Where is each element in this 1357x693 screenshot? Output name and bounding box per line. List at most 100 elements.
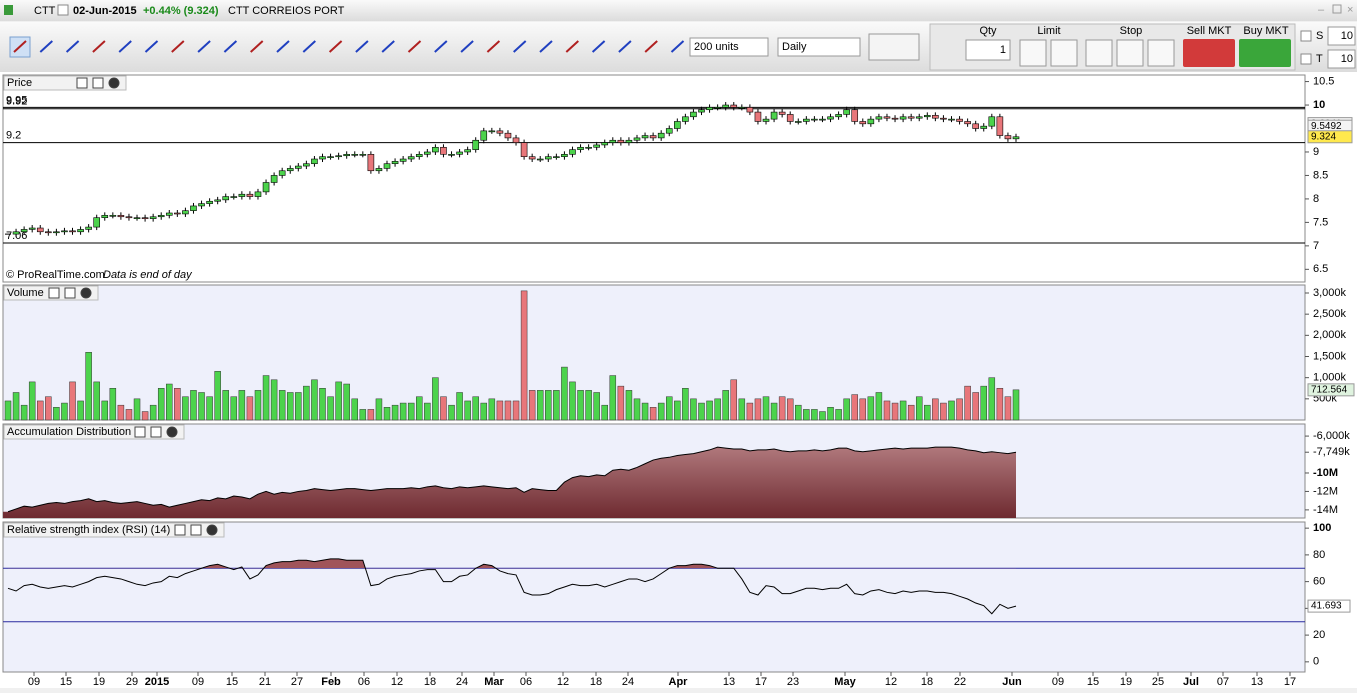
candle xyxy=(835,114,842,118)
stop-3[interactable] xyxy=(1147,39,1175,67)
stop-2[interactable] xyxy=(1116,39,1144,67)
volume-bar xyxy=(545,390,552,421)
panel-icon[interactable] xyxy=(190,524,202,536)
x-tick-label: 29 xyxy=(126,676,138,688)
tool-icon xyxy=(565,40,579,53)
qty-input[interactable] xyxy=(965,39,1011,61)
panel-icon[interactable] xyxy=(174,524,186,536)
panel-icon[interactable] xyxy=(206,524,218,536)
tool-icon xyxy=(302,40,316,53)
tool-icon xyxy=(513,40,527,53)
stop-1[interactable] xyxy=(1085,39,1113,67)
volume-bar xyxy=(706,400,713,421)
candle xyxy=(907,116,915,119)
s-input[interactable] xyxy=(1327,26,1356,46)
panel-icon[interactable] xyxy=(108,77,120,89)
volume-bar xyxy=(891,402,899,421)
panel-icon[interactable] xyxy=(150,426,162,438)
ad-line xyxy=(7,446,1017,513)
volume-bar xyxy=(359,409,367,421)
volume-bar xyxy=(28,381,36,421)
volume-bar xyxy=(520,290,528,421)
candle xyxy=(843,109,850,115)
limit-buy[interactable] xyxy=(1050,39,1078,67)
y-tick-label: 8 xyxy=(1313,193,1319,205)
volume-bar xyxy=(778,396,786,421)
candle xyxy=(77,229,84,233)
volume-bar xyxy=(4,400,12,421)
panel-title: Volume xyxy=(7,287,44,299)
s-checkbox[interactable] xyxy=(1300,30,1312,42)
change: +0.44% (9.324) xyxy=(143,5,219,17)
volume-bar xyxy=(278,390,286,421)
y-tick-label: 3,000k xyxy=(1313,287,1347,299)
candle xyxy=(601,142,609,146)
candle xyxy=(641,135,649,139)
candle xyxy=(520,142,528,157)
panel-icon[interactable] xyxy=(76,77,88,89)
candle xyxy=(383,163,391,169)
tool-icon xyxy=(644,40,658,53)
panel-icon[interactable] xyxy=(48,287,60,299)
volume-bar xyxy=(851,394,858,421)
candle xyxy=(295,165,302,169)
panel-icon[interactable] xyxy=(80,287,92,299)
x-tick-label: 22 xyxy=(954,676,966,688)
period-select[interactable] xyxy=(777,37,861,57)
candle xyxy=(1004,135,1012,140)
t-value: 10 xyxy=(1341,53,1353,65)
volume-bar xyxy=(335,381,342,421)
sell-mkt-button[interactable] xyxy=(1183,39,1235,67)
t-checkbox[interactable] xyxy=(1300,53,1312,65)
volume-bar xyxy=(109,388,117,421)
volume-bar xyxy=(214,371,221,421)
candle xyxy=(238,193,246,197)
candle xyxy=(278,170,286,176)
volume-bar xyxy=(512,400,520,421)
candle xyxy=(311,158,318,165)
candle xyxy=(770,111,778,120)
calendar-icon[interactable] xyxy=(57,4,69,16)
qty-value: 1 xyxy=(1000,44,1006,56)
close-button[interactable]: × xyxy=(1347,4,1353,16)
candle xyxy=(561,154,568,157)
panel-icon[interactable] xyxy=(92,77,104,89)
panel-icon[interactable] xyxy=(134,426,146,438)
y-tick-label: 7 xyxy=(1313,240,1319,252)
candle xyxy=(956,118,963,122)
volume-bar xyxy=(166,383,173,421)
volume-bar xyxy=(593,392,600,421)
panel-icon[interactable] xyxy=(166,426,178,438)
symbol[interactable]: CTT xyxy=(34,5,56,17)
x-tick-label: 23 xyxy=(787,676,799,688)
indicator-button[interactable] xyxy=(868,33,920,61)
candle xyxy=(649,135,657,139)
tool-icon xyxy=(381,40,395,53)
sell-label: Sell MKT xyxy=(1187,25,1232,37)
t-input[interactable] xyxy=(1327,49,1356,69)
candle xyxy=(899,116,907,120)
candle xyxy=(827,116,834,120)
candle xyxy=(996,116,1004,136)
x-tick-label: Jul xyxy=(1183,676,1199,688)
rsi-line xyxy=(7,558,1017,615)
volume-bar xyxy=(738,398,746,421)
panel-icon[interactable] xyxy=(64,287,76,299)
buy-mkt-button[interactable] xyxy=(1239,39,1291,67)
candle xyxy=(407,156,415,160)
value-box-label: 41.693 xyxy=(1311,601,1342,612)
minimize-button[interactable]: – xyxy=(1318,4,1325,16)
restore-button[interactable] xyxy=(1332,4,1342,14)
candle xyxy=(367,154,375,172)
volume-bar xyxy=(93,381,100,421)
volume-bar xyxy=(698,402,705,421)
candle xyxy=(674,121,681,129)
x-tick-label: 25 xyxy=(1152,676,1164,688)
volume-bar xyxy=(617,385,625,421)
limit-sell[interactable] xyxy=(1019,39,1047,67)
x-tick-label: Mar xyxy=(484,676,504,688)
units-select[interactable] xyxy=(689,37,769,57)
y-tick-label: 60 xyxy=(1313,576,1325,588)
candle xyxy=(786,114,794,122)
